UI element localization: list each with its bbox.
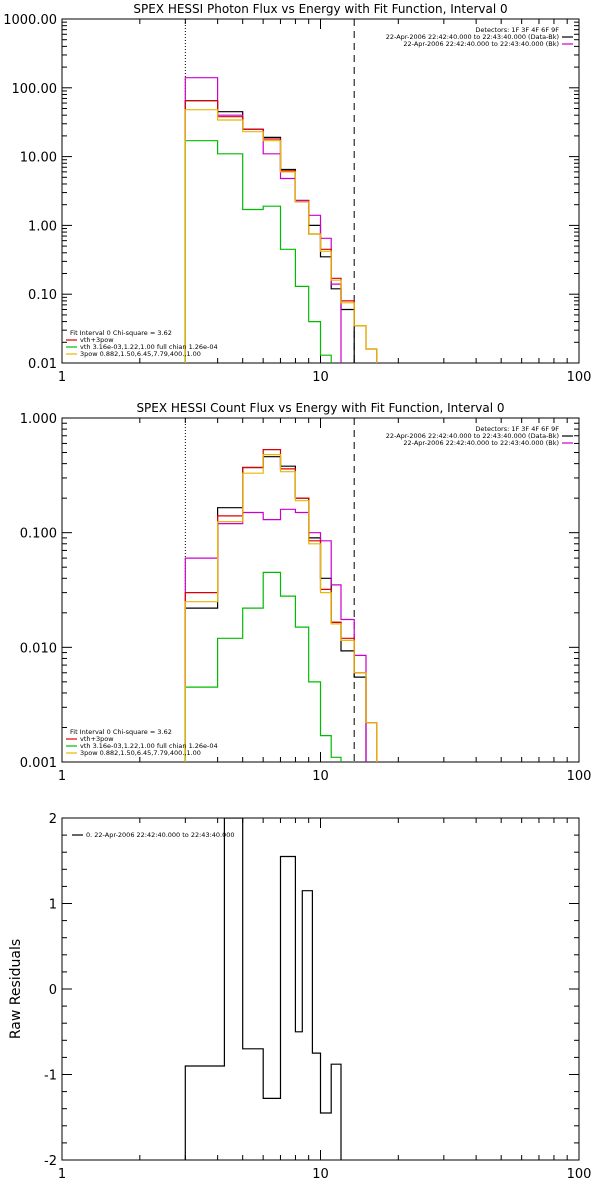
chart-title: SPEX HESSI Photon Flux vs Energy with Fi… bbox=[133, 2, 507, 16]
y-tick-label: 1000.00 bbox=[3, 13, 57, 28]
series-line-vth-3pow bbox=[184, 449, 378, 762]
x-tick-label: 10 bbox=[312, 769, 329, 784]
legend-label: 22-Apr-2006 22:42:40.000 to 22:43:40.000… bbox=[386, 432, 559, 440]
count-flux-panel: SPEX HESSI Count Flux vs Energy with Fit… bbox=[20, 401, 592, 784]
y-tick-label: -2 bbox=[44, 1154, 57, 1169]
series-line-data-bk bbox=[184, 100, 355, 363]
series-line-3pow bbox=[184, 109, 378, 363]
y-tick-label: 0.010 bbox=[20, 641, 57, 656]
legend-label: 22-Apr-2006 22:42:40.000 to 22:43:40.000… bbox=[403, 40, 559, 48]
x-tick-label: 100 bbox=[567, 370, 592, 385]
y-tick-label: 1.000 bbox=[20, 412, 57, 427]
legend-label: 0. 22-Apr-2006 22:42:40.000 to 22:43:40.… bbox=[86, 831, 235, 839]
residuals-panel: Raw Residuals 1 10 100 -2 -1 0 1 2 0. 22-Apr-2006… bbox=[8, 812, 591, 1182]
x-tick-label: 10 bbox=[312, 1167, 329, 1182]
y-tick-label: -1 bbox=[44, 1069, 57, 1084]
y-tick-label: 0.01 bbox=[28, 357, 57, 372]
series-line-vth bbox=[184, 571, 342, 762]
legend-label: vth+3pow bbox=[80, 735, 114, 743]
x-tick-label: 1 bbox=[58, 1167, 66, 1182]
legend-label: Detectors: 1F 3F 4F 6F 9F bbox=[475, 425, 559, 433]
series-line-data-bk bbox=[184, 456, 367, 762]
series-line-3pow bbox=[184, 454, 378, 762]
legend-label: 3pow 0.882,1.50,6.45,7.79,400.,1.00 bbox=[80, 350, 201, 358]
y-axis-label: Raw Residuals bbox=[8, 939, 24, 1039]
series-line-residuals bbox=[184, 818, 342, 1160]
y-tick-label: 0.001 bbox=[20, 756, 57, 771]
y-tick-label: 10.00 bbox=[20, 151, 57, 166]
fit-info: Fit Interval 0 Chi-square = 3.62 bbox=[70, 728, 172, 736]
x-tick-label: 100 bbox=[567, 1167, 592, 1182]
y-tick-label: 2 bbox=[49, 812, 57, 827]
plot-frame bbox=[61, 18, 580, 364]
chart-title: SPEX HESSI Count Flux vs Energy with Fit… bbox=[136, 401, 504, 415]
legend-label: 22-Apr-2006 22:42:40.000 to 22:43:40.000… bbox=[403, 439, 559, 447]
x-tick-label: 100 bbox=[567, 769, 592, 784]
photon-flux-panel: SPEX HESSI Photon Flux vs Energy with Fi… bbox=[3, 2, 591, 385]
y-tick-label: 1.00 bbox=[28, 219, 57, 234]
legend-label: Detectors: 1F 3F 4F 6F 9F bbox=[475, 26, 559, 34]
legend-label: vth 3.16e-03,1.22,1.00 full chian 1.26e-… bbox=[80, 742, 218, 750]
y-tick-label: 0.10 bbox=[28, 288, 57, 303]
series-line-bk bbox=[184, 508, 367, 762]
y-tick-label: 1 bbox=[49, 898, 57, 913]
y-tick-label: 0 bbox=[49, 983, 57, 998]
y-tick-label: 0.100 bbox=[20, 527, 57, 542]
legend-label: 3pow 0.882,1.50,6.45,7.79,400.,1.00 bbox=[80, 749, 201, 757]
legend-label: vth 3.16e-03,1.22,1.00 full chian 1.26e-… bbox=[80, 343, 218, 351]
y-tick-label: 100.00 bbox=[12, 82, 58, 97]
fit-info: Fit Interval 0 Chi-square = 3.62 bbox=[70, 329, 172, 337]
legend-label: 22-Apr-2006 22:42:40.000 to 22:43:40.000… bbox=[386, 33, 559, 41]
series-line-vth bbox=[184, 140, 332, 363]
x-tick-label: 1 bbox=[58, 370, 66, 385]
legend-label: vth+3pow bbox=[80, 336, 114, 344]
series-line-bk bbox=[184, 77, 342, 363]
x-tick-label: 10 bbox=[312, 370, 329, 385]
x-tick-label: 1 bbox=[58, 769, 66, 784]
